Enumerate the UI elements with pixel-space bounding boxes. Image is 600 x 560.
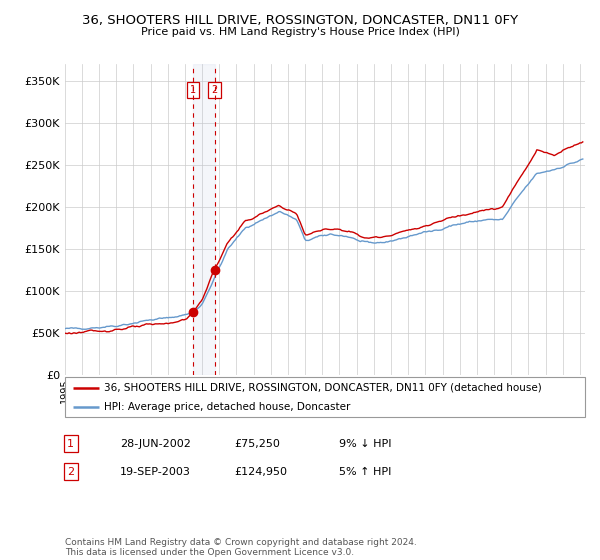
Text: Price paid vs. HM Land Registry's House Price Index (HPI): Price paid vs. HM Land Registry's House … bbox=[140, 27, 460, 37]
Bar bbox=[193, 64, 215, 375]
Text: 1: 1 bbox=[190, 85, 196, 95]
Text: 36, SHOOTERS HILL DRIVE, ROSSINGTON, DONCASTER, DN11 0FY (detached house): 36, SHOOTERS HILL DRIVE, ROSSINGTON, DON… bbox=[104, 383, 542, 393]
Text: £75,250: £75,250 bbox=[234, 438, 280, 449]
Text: 2: 2 bbox=[211, 85, 218, 95]
Text: 5% ↑ HPI: 5% ↑ HPI bbox=[339, 466, 391, 477]
Text: £124,950: £124,950 bbox=[234, 466, 287, 477]
Text: 36, SHOOTERS HILL DRIVE, ROSSINGTON, DONCASTER, DN11 0FY: 36, SHOOTERS HILL DRIVE, ROSSINGTON, DON… bbox=[82, 14, 518, 27]
Text: 1: 1 bbox=[67, 438, 74, 449]
Text: 19-SEP-2003: 19-SEP-2003 bbox=[120, 466, 191, 477]
FancyBboxPatch shape bbox=[65, 377, 585, 417]
Text: 9% ↓ HPI: 9% ↓ HPI bbox=[339, 438, 391, 449]
Text: 2: 2 bbox=[67, 466, 74, 477]
Text: HPI: Average price, detached house, Doncaster: HPI: Average price, detached house, Donc… bbox=[104, 402, 350, 412]
Text: Contains HM Land Registry data © Crown copyright and database right 2024.
This d: Contains HM Land Registry data © Crown c… bbox=[65, 538, 416, 557]
Text: 28-JUN-2002: 28-JUN-2002 bbox=[120, 438, 191, 449]
